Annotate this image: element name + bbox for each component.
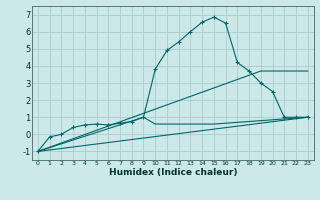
X-axis label: Humidex (Indice chaleur): Humidex (Indice chaleur) — [108, 168, 237, 177]
